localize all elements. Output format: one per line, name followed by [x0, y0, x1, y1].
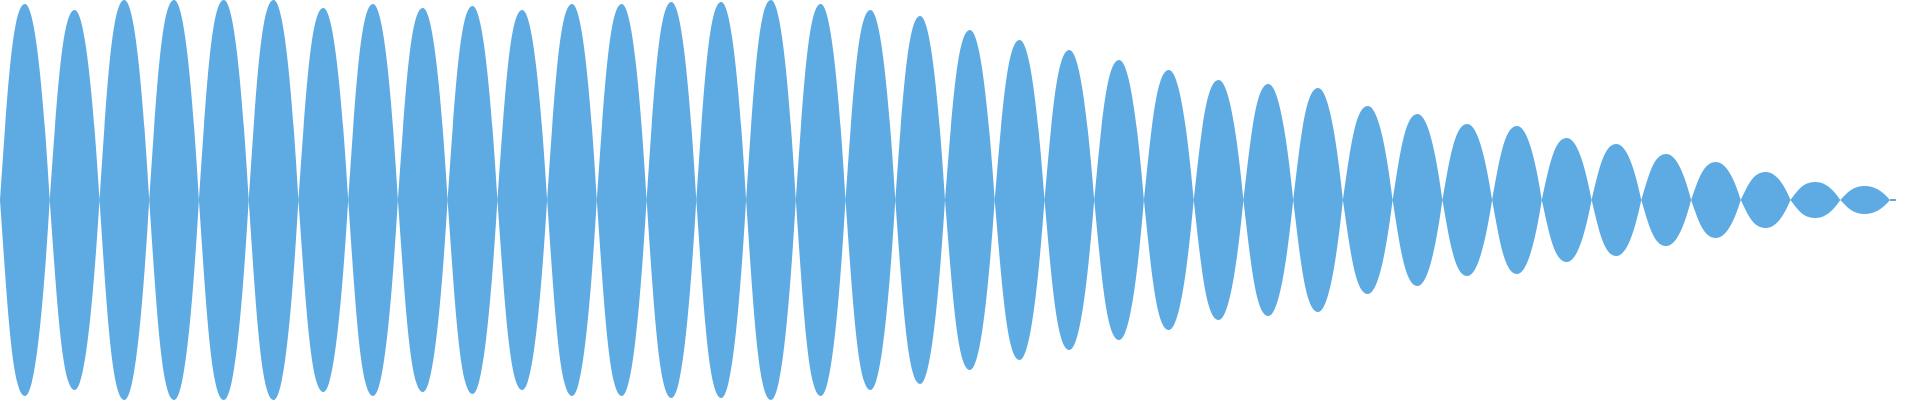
waveform-lobe	[646, 2, 697, 398]
waveform-lobe	[248, 0, 299, 400]
waveform-lobe	[1541, 138, 1592, 262]
waveform-lobe	[1492, 126, 1542, 274]
waveform-lobe	[1293, 88, 1343, 312]
waveform-lobe	[99, 0, 150, 400]
waveform-lobe	[49, 10, 100, 390]
waveform-lobe	[1044, 50, 1095, 350]
waveform-lobe	[149, 0, 199, 400]
waveform-lobe	[795, 4, 846, 396]
waveform-lobe	[994, 40, 1045, 360]
waveform-lobe	[1790, 182, 1841, 218]
waveform-lobe	[1591, 144, 1642, 256]
waveform-lobe	[746, 0, 796, 400]
waveform-lobe	[1243, 84, 1294, 316]
waveform-lobe	[0, 4, 50, 396]
waveform-lobe	[596, 4, 647, 396]
waveform-lobe	[198, 0, 249, 400]
waveform-lobe	[1342, 106, 1393, 294]
waveform-lobe	[1691, 162, 1741, 238]
waveform-lobe	[895, 16, 945, 384]
waveform-lobe	[348, 4, 398, 396]
waveform-lobe	[1740, 172, 1791, 228]
waveform-lobe	[447, 6, 498, 394]
waveform-lobe	[1193, 80, 1244, 320]
waveform-lobe	[547, 4, 597, 396]
waveform-lobe	[1641, 154, 1692, 246]
waveform-lobe	[298, 8, 349, 392]
waveform-lobe	[845, 10, 896, 390]
waveform-lobe	[696, 2, 747, 398]
waveform-lobe	[1442, 124, 1493, 276]
waveform-lobe	[1143, 70, 1194, 330]
waveform-lobe	[497, 10, 548, 390]
waveform-lobe	[1392, 114, 1443, 286]
waveform-lobe	[945, 30, 995, 370]
waveform-lobe	[397, 8, 448, 392]
waveform-lobe	[1094, 60, 1144, 340]
waveform-lobe	[1840, 186, 1890, 214]
